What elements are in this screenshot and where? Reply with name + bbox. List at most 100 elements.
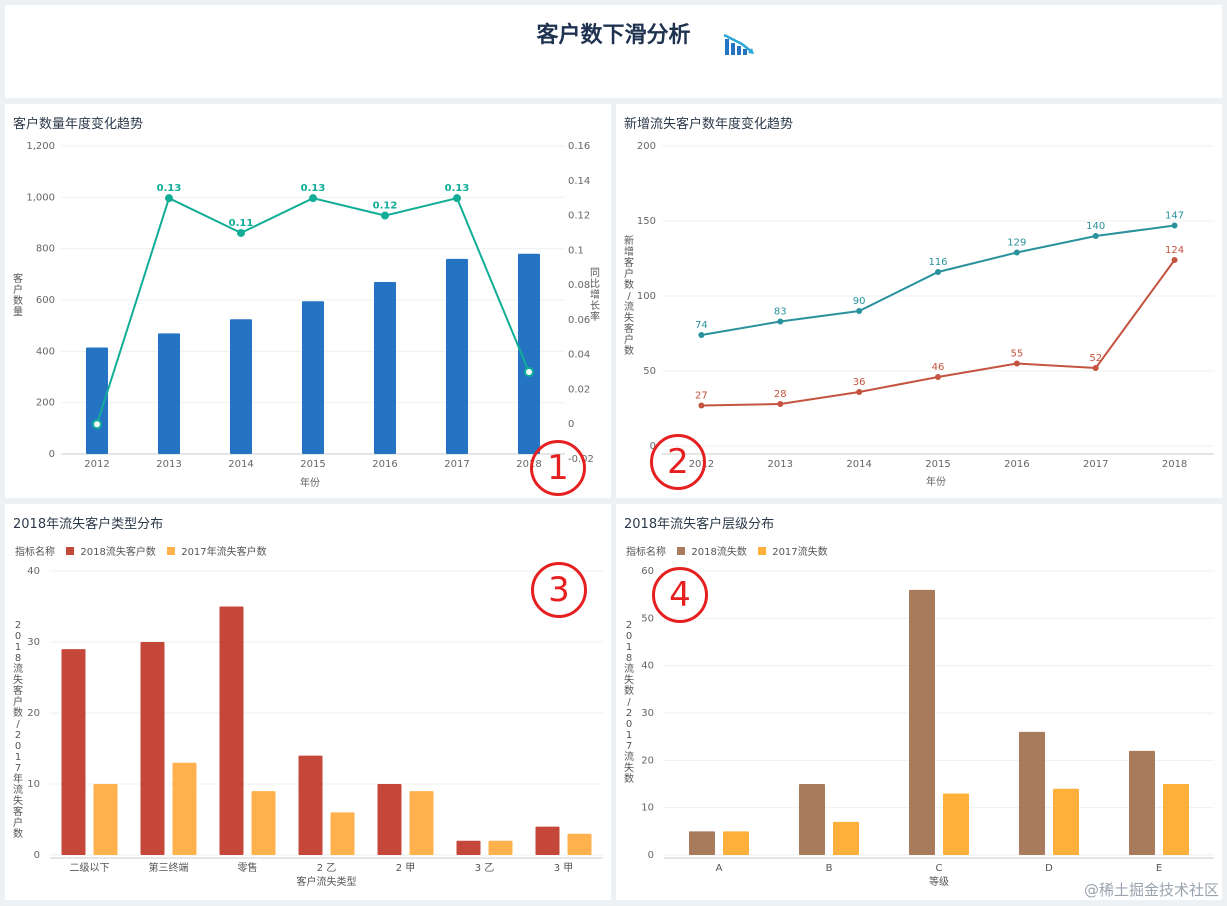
line-point: [165, 194, 173, 203]
bar: [377, 784, 402, 855]
bar: [140, 642, 165, 855]
chart-panel-customer-trend: 客户数量年度变化趋势 0 200 400 600 800 1,000 1,200 -0.02 0…: [5, 104, 611, 498]
y-axis-title: 户: [624, 333, 634, 346]
data-label: 140: [1086, 221, 1105, 232]
bar: [518, 253, 540, 454]
line-point: [698, 332, 705, 338]
watermark: @稀土掘金技术社区: [1083, 881, 1219, 899]
y-axis-title: 户: [624, 267, 634, 280]
bar: [219, 606, 244, 855]
y-axis-title: /: [627, 697, 631, 708]
data-label: 28: [774, 389, 787, 400]
y-axis-title: 8: [626, 653, 632, 664]
x-axis-title: 客户流失类型: [297, 875, 357, 888]
y-tick-label: 30: [27, 637, 40, 648]
data-label: 129: [1007, 238, 1026, 249]
legend-item[interactable]: 2018流失客户数: [80, 547, 156, 558]
data-label: 0.12: [373, 201, 398, 212]
y-tick-label: 600: [36, 295, 55, 306]
y-tick-label: 800: [36, 244, 55, 255]
x-tick-label: 2012: [84, 459, 109, 470]
y2-tick-label: 0: [568, 419, 574, 430]
chart-title: 新增流失客户数年度变化趋势: [624, 117, 794, 132]
y2-tick-label: 0.1: [568, 245, 584, 256]
x-tick-label: 2013: [156, 459, 181, 470]
bar: [723, 831, 749, 855]
y-axis-title: 客: [13, 805, 23, 818]
data-label: 27: [695, 391, 708, 402]
legend: 指标名称 2018流失客户数 2017年流失客户数: [15, 543, 267, 558]
x-tick-label: A: [716, 863, 723, 874]
y-tick-label: 20: [641, 755, 654, 766]
y-tick-label: 0: [648, 850, 654, 861]
bar: [93, 784, 118, 855]
legend-item[interactable]: 2017年流失客户数: [181, 547, 267, 558]
x-tick-label: B: [826, 863, 833, 874]
bar: [1163, 784, 1189, 855]
y-axis-title: 0: [626, 719, 632, 730]
y-axis-title: 客: [13, 684, 23, 697]
y-tick-label: 0: [49, 449, 55, 460]
x-tick-label: 3 乙: [475, 862, 495, 874]
y-axis-title: 7: [626, 741, 632, 752]
legend: 指标名称 2018流失数 2017流失数: [626, 543, 828, 558]
legend-item[interactable]: 2017流失数: [772, 547, 828, 558]
x-tick-label: C: [936, 863, 943, 874]
annotation-badge-4: 4: [652, 567, 708, 623]
y-tick-label: 50: [641, 613, 654, 624]
y-axis-title: 2: [626, 620, 632, 631]
line-point: [1171, 222, 1178, 229]
bar: [567, 833, 592, 855]
y-axis-title: 1: [15, 642, 21, 653]
page-title: 客户数下滑分析: [536, 23, 691, 48]
bar: [456, 840, 481, 855]
legend-item[interactable]: 2018流失数: [691, 547, 747, 558]
y-axis-title: /: [627, 291, 631, 302]
line-point: [935, 269, 941, 275]
bar: [1129, 750, 1155, 855]
y-axis-title: /: [16, 719, 20, 730]
chart-title: 2018年流失客户类型分布: [13, 517, 164, 532]
x-tick-label: 2015: [925, 459, 950, 470]
y2-tick-label: 0.02: [568, 384, 590, 395]
line-point: [698, 402, 705, 409]
bar: [61, 649, 86, 855]
chart-panel-lost-type: 2018年流失客户类型分布 指标名称 2018流失客户数 2017年流失客户数 …: [5, 504, 611, 900]
x-tick-label: 2 乙: [317, 862, 337, 874]
y-axis-title: 数: [13, 294, 23, 307]
y-tick-label: 100: [637, 291, 656, 302]
y-axis-title: 失: [624, 311, 634, 324]
y-axis-title: 流: [13, 783, 23, 796]
y-tick-label: 40: [27, 566, 40, 577]
legend-title: 指标名称: [15, 547, 55, 558]
y-axis-title: 客: [13, 272, 23, 285]
y2-tick-label: 0.06: [568, 315, 590, 326]
bar: [446, 258, 468, 454]
x-tick-label: 3 甲: [554, 863, 574, 874]
y-axis-title: 户: [13, 816, 23, 829]
y-tick-label: 150: [637, 216, 656, 227]
y-tick-label: 10: [641, 803, 654, 814]
y-tick-label: 20: [27, 708, 40, 719]
x-tick-label: 2016: [372, 459, 397, 470]
y-axis-title: 流: [13, 662, 23, 675]
y2-axis-title: 增: [590, 288, 600, 301]
bar: [409, 791, 434, 855]
annotation-badge-1: 1: [530, 440, 586, 496]
bar: [298, 755, 323, 855]
data-label: 124: [1165, 245, 1184, 256]
data-label: 83: [774, 307, 787, 318]
y-axis-title: 2: [15, 620, 21, 631]
legend-swatch: [66, 546, 75, 555]
y2-axis-title: 比: [590, 278, 600, 290]
line-point: [856, 389, 863, 395]
line-point: [237, 228, 245, 237]
bar: [833, 821, 859, 855]
legend-swatch: [677, 546, 686, 555]
y2-tick-label: 0.12: [568, 211, 590, 222]
y-axis-title: 数: [624, 344, 634, 357]
data-label: 116: [928, 257, 947, 268]
data-label: 0.13: [157, 183, 182, 194]
